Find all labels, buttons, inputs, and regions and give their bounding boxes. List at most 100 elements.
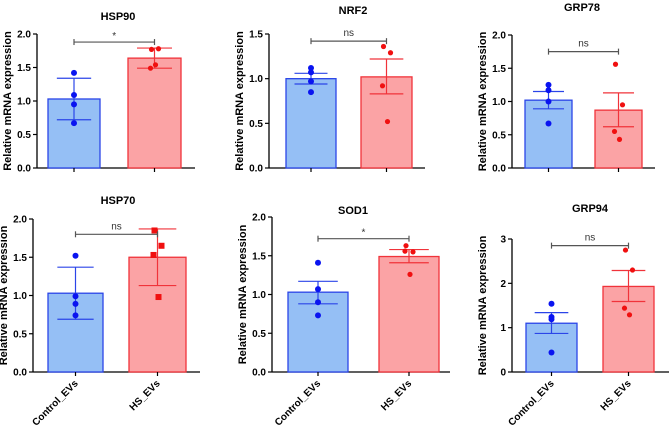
panel-title: HSP70: [101, 195, 136, 207]
significance-label: ns: [585, 233, 596, 244]
data-point: [152, 62, 159, 68]
y-tick-label: 0.5: [252, 329, 266, 340]
data-point: [308, 89, 314, 96]
data-point: [308, 78, 314, 85]
y-tick-label: 1.5: [13, 253, 27, 264]
data-point: [148, 46, 155, 53]
y-tick-label: 2.0: [17, 30, 31, 41]
data-point: [619, 102, 626, 108]
y-axis-label: Relative mRNA expression: [0, 225, 10, 365]
y-tick-label: 1.0: [13, 291, 27, 302]
y-axis-label: Relative mRNA expression: [237, 224, 249, 364]
data-point: [151, 227, 158, 234]
data-point: [545, 98, 552, 105]
panel-title: NRF2: [339, 5, 368, 17]
y-axis-label: Relative mRNA expression: [2, 31, 14, 171]
data-point: [626, 312, 633, 318]
bar-hs-evs: [127, 57, 182, 169]
y-tick-label: 0.0: [17, 164, 31, 175]
x-tick-label: Control_EVs: [273, 378, 324, 428]
y-tick-label: 0.5: [492, 130, 506, 141]
data-point: [71, 69, 77, 76]
data-point: [622, 247, 629, 253]
data-point: [629, 267, 636, 273]
data-point: [407, 271, 413, 277]
y-tick-label: 1.5: [492, 64, 506, 75]
data-point: [410, 249, 416, 255]
y-tick-label: 1.0: [17, 97, 31, 108]
data-point: [315, 312, 321, 319]
data-point: [72, 252, 79, 259]
data-point: [384, 118, 391, 125]
significance-label: *: [362, 228, 366, 239]
data-point: [545, 120, 552, 127]
y-tick-label: 1.5: [17, 63, 31, 74]
panel-title: SOD1: [338, 205, 368, 217]
y-axis-label: Relative mRNA expression: [477, 31, 489, 171]
data-point: [72, 293, 79, 300]
significance-label: ns: [111, 221, 122, 232]
data-point: [71, 120, 77, 127]
y-tick-label: 0: [500, 368, 506, 379]
y-tick-label: 1.0: [252, 290, 266, 301]
data-point: [71, 101, 77, 108]
data-point: [315, 299, 321, 306]
panel-grp94: GRP94 Relative mRNA expression 0 1 2 3 Control…: [477, 203, 669, 429]
y-tick-label: 2: [500, 279, 506, 290]
y-tick-label: 0.0: [492, 164, 506, 175]
y-tick-label: 2.0: [13, 215, 27, 226]
y-tick-label: 1.5: [249, 30, 263, 41]
x-tick-label: Control_EVs: [30, 378, 81, 428]
y-tick-label: 0.0: [13, 368, 27, 379]
data-point: [155, 46, 162, 52]
data-point: [71, 91, 77, 98]
data-point: [379, 83, 386, 89]
data-point: [611, 128, 618, 135]
y-tick-label: 2.0: [492, 31, 506, 42]
y-axis-label: Relative mRNA expression: [234, 31, 246, 171]
panel-title: GRP78: [564, 2, 600, 14]
data-point: [147, 65, 154, 71]
data-point: [548, 349, 555, 356]
data-point: [403, 243, 409, 249]
y-tick-label: 1.0: [492, 97, 506, 108]
data-point: [155, 294, 162, 301]
panel-title: HSP90: [101, 11, 136, 23]
y-tick-label: 0.5: [249, 119, 263, 130]
significance-label: ns: [578, 39, 589, 50]
y-tick-label: 0.0: [252, 368, 266, 379]
y-tick-label: 1.0: [249, 74, 263, 85]
data-point: [548, 300, 555, 307]
y-tick-label: 0.0: [249, 164, 263, 175]
data-point: [72, 312, 79, 319]
y-tick-label: 0.5: [17, 130, 31, 141]
data-point: [545, 81, 552, 88]
data-point: [315, 286, 321, 293]
data-point: [616, 136, 623, 143]
data-point: [545, 87, 552, 94]
data-point: [402, 248, 408, 254]
panel-hsp90: HSP90 Relative mRNA expression 0.0 0.5 1.0 1.…: [2, 11, 195, 175]
data-point: [158, 242, 165, 249]
x-tick-label: HS_EVs: [379, 378, 414, 413]
data-point: [548, 314, 555, 321]
x-tick-label: HS_EVs: [128, 378, 163, 413]
significance-label: ns: [343, 28, 354, 39]
data-point: [150, 251, 157, 258]
data-point: [387, 50, 394, 56]
data-point: [308, 69, 314, 76]
y-tick-label: 1: [500, 323, 506, 334]
data-point: [621, 305, 628, 311]
data-point: [612, 61, 619, 67]
x-tick-label: HS_EVs: [599, 378, 634, 413]
panel-title: GRP94: [572, 203, 609, 215]
y-tick-label: 3: [500, 235, 506, 246]
y-axis-label: Relative mRNA expression: [477, 235, 489, 375]
panel-nrf2: NRF2 Relative mRNA expression 0.0 0.5 1.0 1.5…: [234, 5, 425, 175]
panel-grp78: GRP78 Relative mRNA expression 0.0 0.5 1.0 1.…: [477, 2, 655, 175]
x-tick-label: Control_EVs: [506, 378, 557, 428]
y-tick-label: 0.5: [13, 329, 27, 340]
